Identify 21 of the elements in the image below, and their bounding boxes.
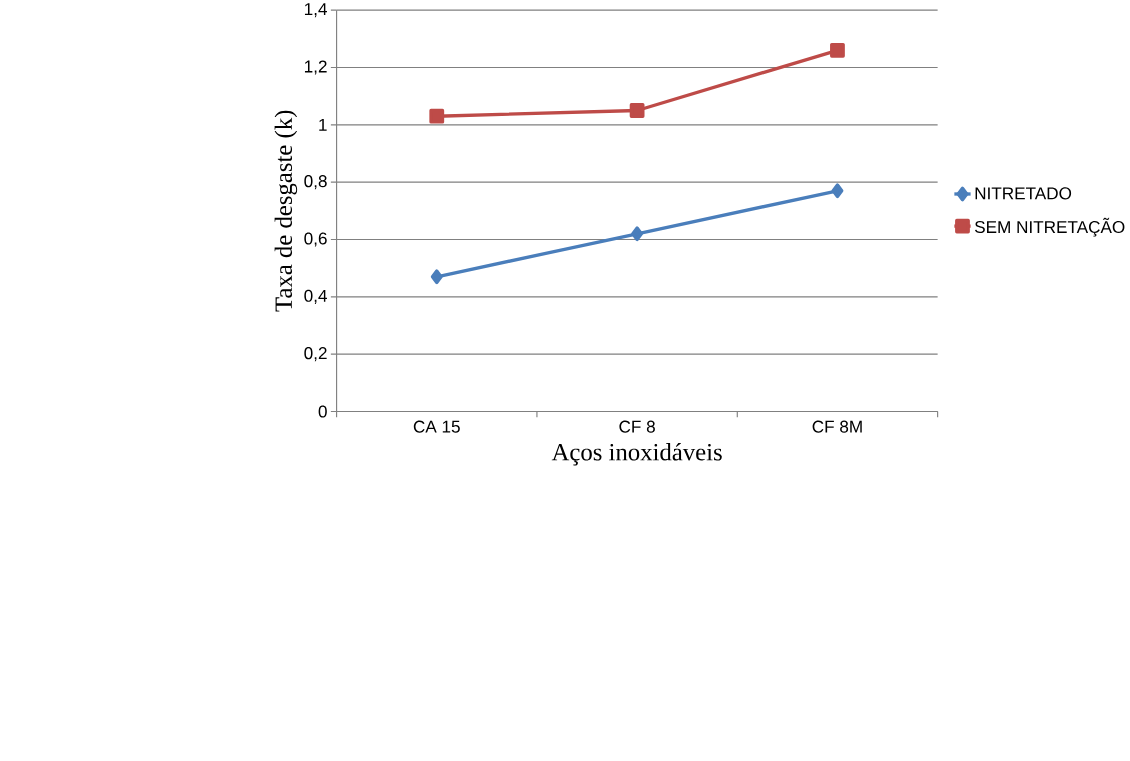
point [831,183,844,199]
y-tick-label: 1,4 [304,3,327,18]
x-axis-title: Aços inoxidáveis [551,442,722,466]
legend-label: NITRETADO [975,187,1072,200]
y-tick-label: 0,4 [304,289,327,304]
point [629,102,645,118]
y-tick-label: 0,2 [304,346,327,362]
y-tick-label: 0 [318,405,327,418]
y-axis-title: Taxa de desgaste (k) [274,110,298,312]
x-tick-label: CF 8M [812,420,862,433]
y-tick-label: 0,8 [304,174,327,190]
y-tick-label: 1 [319,118,327,131]
y-tick-label: 0,6 [304,232,327,247]
point [430,269,443,285]
point [631,226,644,242]
point [830,42,845,58]
legend-label: SEM NITRETAÇÃO [974,217,1125,237]
point [429,108,445,124]
y-tick-label: 1,2 [304,60,327,75]
x-tick-label: CA 15 [413,420,460,433]
x-tick-label: CF 8 [619,420,655,433]
